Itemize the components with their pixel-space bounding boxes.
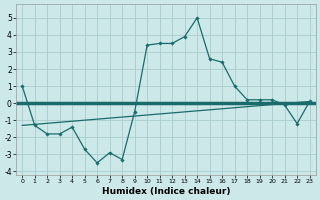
X-axis label: Humidex (Indice chaleur): Humidex (Indice chaleur): [102, 187, 230, 196]
